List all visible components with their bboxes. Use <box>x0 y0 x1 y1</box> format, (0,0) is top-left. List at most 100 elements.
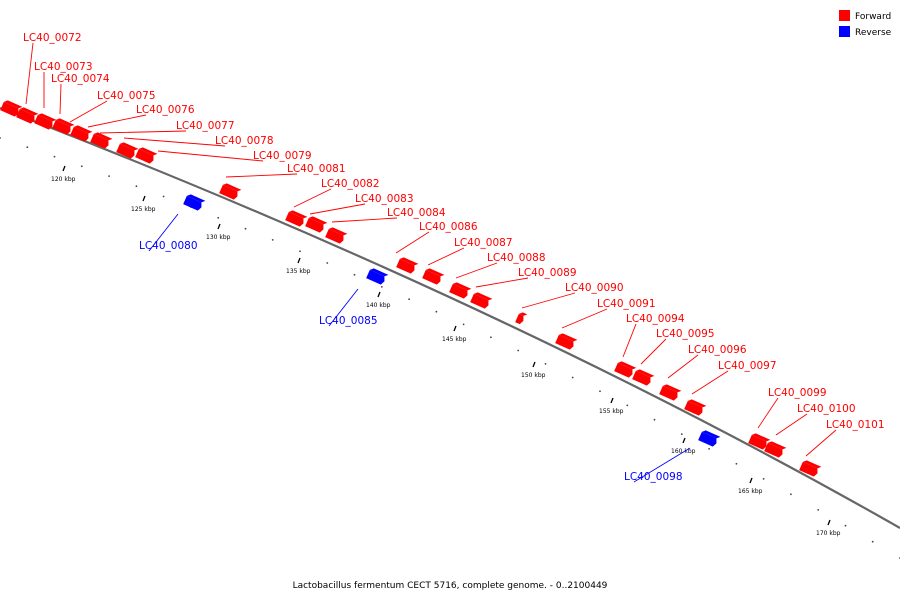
track-dot <box>435 310 438 313</box>
gene-body <box>366 269 385 285</box>
gene-lc40_0101-arrow <box>799 460 822 477</box>
gene-lc40_0077-arrow <box>90 132 113 149</box>
gene-body <box>748 434 767 450</box>
gene-top-face <box>93 132 113 141</box>
tick-label: 165 kbp <box>738 488 763 495</box>
track-dot <box>271 239 274 241</box>
gene-label: LC40_0088 <box>487 252 546 264</box>
gene-label: LC40_0089 <box>518 267 577 279</box>
gene-top-face <box>3 100 23 109</box>
gene-label: LC40_0075 <box>97 90 156 102</box>
gene-top-face <box>617 361 637 370</box>
gene-label: LC40_0100 <box>797 403 856 415</box>
gene-lc40_0087-arrow <box>422 268 445 285</box>
leader-line <box>691 370 729 395</box>
gene-label: LC40_0096 <box>688 344 747 356</box>
gene-top-face <box>687 399 707 408</box>
legend-forward-swatch <box>839 10 850 21</box>
gene-lc40_0085-arrow <box>366 268 389 285</box>
gene-body <box>0 101 19 117</box>
leader-line <box>395 231 430 254</box>
track-dot <box>599 390 601 393</box>
gene-lc40_0082-arrow <box>285 210 308 227</box>
gene-label: LC40_0094 <box>626 313 685 325</box>
gene-label: LC40_0087 <box>454 237 513 249</box>
leader-line <box>309 203 366 215</box>
leader-line <box>521 292 576 309</box>
legend-reverse-label: Reverse <box>855 28 892 38</box>
gene-label: LC40_0082 <box>321 178 380 190</box>
gene-label: LC40_0080 <box>139 240 198 252</box>
gene-top-face <box>662 384 682 393</box>
gene-label: LC40_0072 <box>23 32 82 44</box>
track-dot <box>135 185 138 188</box>
gene-label: LC40_0074 <box>51 73 110 85</box>
gene-lc40_0080-arrow <box>183 194 206 211</box>
gene-body <box>219 184 238 200</box>
gene-lc40_0086-arrow <box>396 257 419 274</box>
leader-line <box>775 413 808 436</box>
gene-top-face <box>767 441 787 450</box>
tick-mark <box>827 519 831 526</box>
gene-top-face <box>222 183 242 192</box>
leader-line <box>25 42 34 105</box>
tick-label: 130 kbp <box>206 234 231 241</box>
gene-body <box>614 362 633 378</box>
gene-top-face <box>399 257 419 266</box>
gene-top-face <box>308 216 328 225</box>
track-dot <box>680 433 683 435</box>
track-dot <box>326 262 329 264</box>
gene-top-face <box>119 142 139 151</box>
gene-label: LC40_0099 <box>768 387 827 399</box>
gene-label: LC40_0077 <box>176 120 235 132</box>
track-dot <box>162 195 165 198</box>
gene-top-face <box>802 460 822 469</box>
gene-lc40_0091-arrow <box>555 333 578 350</box>
gene-lc40_0095-arrow <box>632 369 655 386</box>
gene-body <box>449 283 468 299</box>
track-dot <box>871 540 874 543</box>
tick-mark <box>610 397 614 404</box>
gene-top-face <box>452 282 472 291</box>
track-dot <box>0 137 1 139</box>
leader-line <box>293 188 332 208</box>
kbp-tick-marks: 120 kbp 125 kbp 130 kbp 135 kbp 140 kbp 145 k… <box>51 165 841 537</box>
tick-mark <box>62 165 66 172</box>
gene-lc40_0075-arrow <box>52 118 75 135</box>
leader-line <box>455 262 498 279</box>
leader-line <box>475 277 529 288</box>
legend: Forward Reverse <box>839 10 892 38</box>
track-dot <box>108 175 110 178</box>
gene-label: LC40_0095 <box>656 328 715 340</box>
gene-lc40_0094-arrow <box>614 361 637 378</box>
gene-top-face <box>425 268 445 277</box>
gene-label: LC40_0084 <box>387 207 446 219</box>
leader-line <box>225 173 298 178</box>
gene-top-face <box>37 113 57 122</box>
gene-lc40_0073-arrow <box>16 107 39 124</box>
gene-body <box>305 217 324 233</box>
gene-label: LC40_0076 <box>136 104 195 116</box>
gene-lc40_0089-arrow <box>470 292 493 309</box>
gene-lc40_0098-arrow <box>698 430 721 447</box>
gene-body <box>135 148 154 164</box>
leader-line <box>99 130 187 134</box>
gene-body <box>684 400 703 416</box>
leader-line <box>561 308 608 329</box>
track-dot <box>790 493 792 496</box>
gene-top-face <box>558 333 578 342</box>
legend-forward-label: Forward <box>855 12 891 22</box>
track-dot <box>708 448 710 450</box>
gene-top-face <box>518 312 528 316</box>
track-dot <box>26 146 29 149</box>
leader-line <box>328 288 359 327</box>
track-dot <box>353 273 356 276</box>
leader-line <box>157 150 264 162</box>
genome-backbone <box>0 106 900 529</box>
gene-body <box>764 442 783 458</box>
tick-mark <box>749 477 753 484</box>
gene-body <box>90 133 109 149</box>
gene-body <box>183 195 202 211</box>
gene-body <box>555 334 574 350</box>
map-caption: Lactobacillus fermentum CECT 5716, compl… <box>293 581 608 591</box>
